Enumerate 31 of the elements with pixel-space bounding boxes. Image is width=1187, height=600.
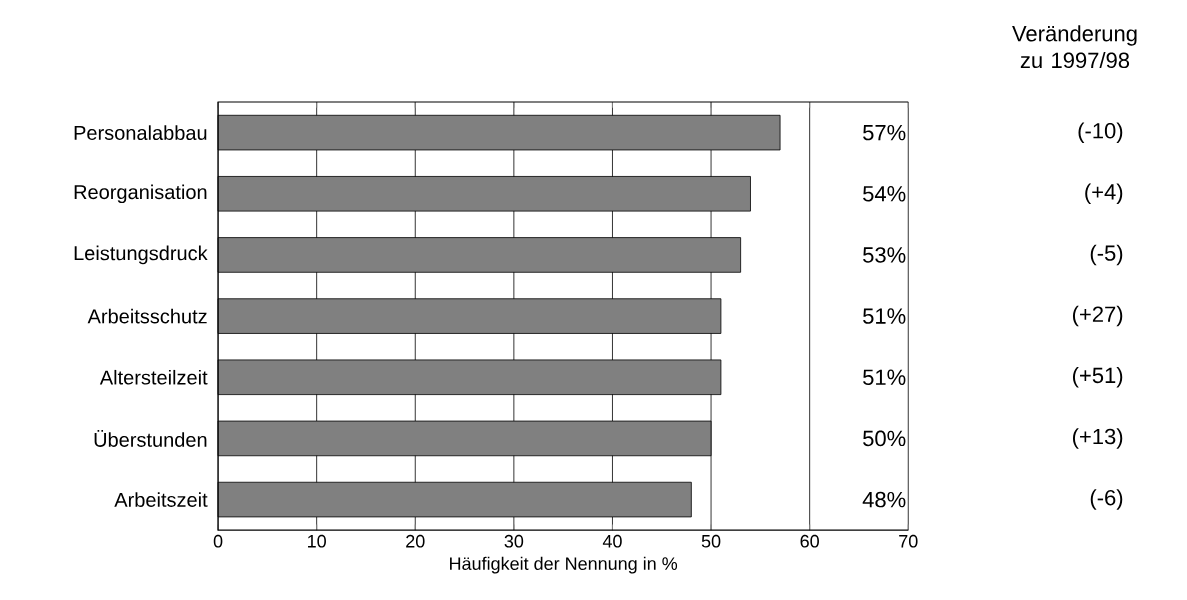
y-tick-label: Altersteilzeit — [99, 369, 208, 385]
text: (+13) — [1072, 428, 1123, 449]
y-tick-label: Arbeitsschutz — [87, 308, 207, 324]
x-tick-label: 20 — [406, 534, 425, 548]
data-label: 57% — [863, 124, 906, 141]
y-tick-label: Überstunden — [94, 429, 207, 447]
x-tick-label: 0 — [213, 534, 223, 548]
x-tick-label: 50 — [701, 534, 721, 548]
text: (+51) — [1072, 366, 1123, 388]
x-tick-label: 70 — [899, 534, 918, 548]
x-tick-label: 10 — [308, 534, 326, 548]
text: (+27) — [1072, 305, 1123, 327]
y-tick-label: Arbeitszeit — [114, 492, 208, 507]
data-label: 53% — [863, 247, 906, 263]
data-label: 51% — [863, 369, 906, 385]
data-label: 54% — [863, 185, 906, 202]
x-tick-label: 30 — [504, 534, 524, 548]
y-tick-label: Reorganisation — [74, 184, 207, 204]
data-label: 51% — [863, 308, 906, 324]
y-tick-label: Personalabbau — [74, 125, 207, 140]
text: (+4) — [1085, 183, 1123, 204]
text: (-6) — [1090, 489, 1123, 510]
data-label: 48% — [862, 491, 906, 508]
x-axis-title: Häufigkeit der Nennung in % — [450, 556, 678, 574]
x-tick-label: 60 — [800, 534, 819, 548]
x-tick-label: 40 — [602, 534, 622, 548]
data-label: 50% — [863, 430, 906, 447]
y-tick-label: Leistungsdruck — [74, 245, 208, 265]
text: Veränderung zu 1997/98 — [1012, 25, 1137, 69]
text: (-10) — [1078, 122, 1123, 143]
text: (-5) — [1090, 244, 1123, 266]
